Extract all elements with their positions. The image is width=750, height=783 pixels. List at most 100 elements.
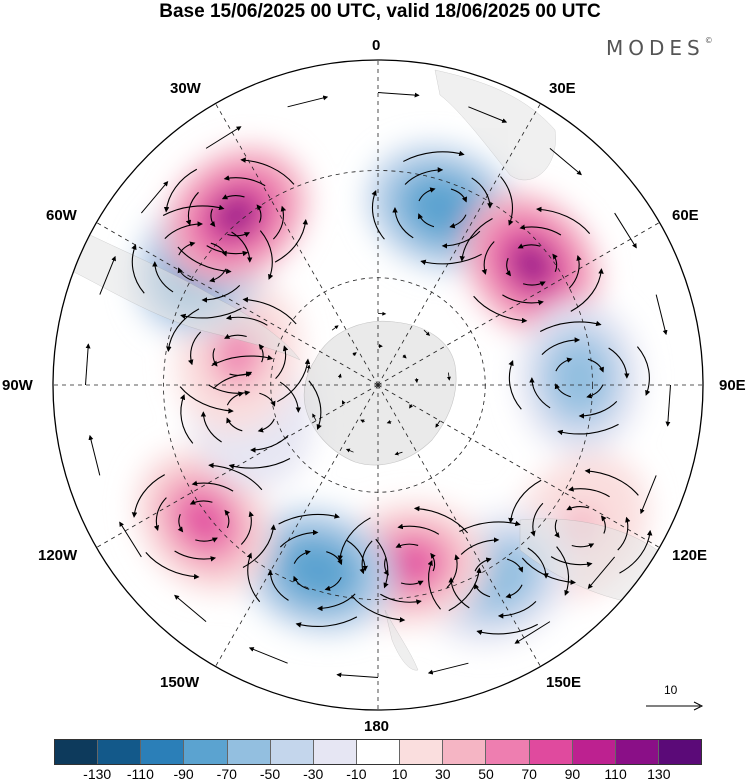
- wind-streamline: [227, 232, 251, 238]
- lon-label-30w: 30W: [170, 80, 201, 97]
- wind-streamline: [608, 347, 630, 379]
- wind-streamline: [530, 502, 544, 537]
- modes-logo: MODES©: [606, 36, 713, 60]
- wind-streamline: [174, 594, 207, 623]
- wind-vector: [331, 325, 339, 331]
- wind-streamline: [88, 434, 101, 476]
- colorbar-ticks: -130 -110 -90 -70 -50 -30 -10 10 30 50 70 90 110 130: [54, 766, 702, 783]
- wind-streamline: [189, 499, 213, 505]
- wind-streamline: [665, 384, 671, 427]
- wind-streamline: [413, 505, 469, 534]
- lon-label-180: 180: [364, 718, 390, 735]
- colorbar-tick-label: 50: [478, 766, 494, 782]
- wind-streamline: [517, 243, 541, 249]
- wind-streamline: [205, 126, 242, 149]
- wind-streamline: [417, 213, 435, 228]
- wind-streamline: [448, 577, 470, 609]
- colorbar-tick-label: -90: [173, 766, 194, 782]
- south-america-landmass: [69, 229, 301, 361]
- anomaly-contour: [562, 356, 597, 400]
- colorbar-swatch: [227, 740, 271, 764]
- wind-streamline: [85, 343, 91, 386]
- wind-streamline: [446, 554, 460, 589]
- wind-streamline: [185, 191, 199, 226]
- wind-streamline: [223, 175, 266, 187]
- wind-streamline: [240, 511, 254, 545]
- wind-streamline: [400, 580, 424, 586]
- wind-vector: [446, 372, 451, 381]
- meridian-line: [96, 384, 379, 548]
- meridian-line: [215, 384, 379, 667]
- wind-streamline: [549, 147, 582, 176]
- wind-streamline: [568, 486, 610, 498]
- wind-streamline: [584, 468, 639, 496]
- colorbar-tick-label: 10: [391, 766, 408, 782]
- wind-streamline: [275, 345, 289, 380]
- wind-streamline: [246, 552, 261, 603]
- wind-streamline: [529, 377, 551, 409]
- wind-streamline: [180, 307, 242, 320]
- wind-streamline: [256, 204, 263, 223]
- wind-streamline: [201, 284, 241, 303]
- wind-streamline: [397, 523, 440, 535]
- colorbar-swatch: [313, 740, 357, 764]
- wind-streamline: [279, 381, 302, 413]
- wind-streamline: [162, 204, 225, 217]
- wind-streamline: [337, 517, 371, 562]
- polar-map: [52, 59, 704, 711]
- wind-vector: [423, 329, 431, 336]
- wind-streamline: [326, 551, 343, 566]
- colorbar-tick-label: -70: [216, 766, 237, 782]
- wind-streamline: [208, 462, 263, 491]
- wind-streamline: [514, 621, 551, 644]
- wind-streamline: [481, 241, 495, 275]
- colorbar-tick-label: 110: [604, 766, 627, 782]
- meridian-line: [377, 103, 541, 386]
- wind-streamline: [395, 542, 419, 548]
- wind-streamline: [131, 244, 145, 294]
- lon-label-60w: 60W: [46, 207, 77, 224]
- wind-vector: [306, 364, 311, 373]
- wind-streamline: [145, 552, 200, 580]
- wind-streamline: [188, 331, 202, 366]
- wind-streamline: [587, 556, 616, 589]
- meridian-line: [377, 384, 541, 667]
- wind-streamline: [211, 348, 218, 367]
- colorbar-swatch: [658, 740, 702, 764]
- new-zealand-landmass: [384, 609, 419, 671]
- wind-streamline: [224, 333, 247, 339]
- wind-streamline: [209, 268, 227, 283]
- wind-vector: [386, 419, 392, 424]
- wind-streamline: [248, 647, 288, 664]
- wind-streamline: [153, 497, 167, 532]
- anomaly-contour: [421, 189, 464, 226]
- wind-streamline: [177, 246, 232, 275]
- meridian-line: [96, 222, 379, 386]
- map-title: Base 15/06/2025 00 UTC, valid 18/06/2025…: [159, 1, 601, 22]
- wind-streamline: [178, 241, 196, 256]
- wind-streamline: [380, 593, 422, 605]
- colorbar-tick-label: 130: [647, 766, 671, 782]
- wind-streamline: [225, 314, 268, 326]
- wind-streamline: [450, 188, 468, 203]
- wind-streamline: [571, 543, 595, 549]
- wind-streamline: [371, 189, 385, 240]
- meridian-line: [377, 222, 660, 386]
- wind-streamline: [403, 150, 465, 162]
- wind-vector: [394, 451, 403, 456]
- wind-streamline: [554, 383, 571, 398]
- wind-streamline: [476, 623, 538, 636]
- wind-streamline: [619, 529, 653, 574]
- brand-mark: ©: [704, 36, 713, 45]
- colorbar-swatch: [486, 740, 530, 764]
- wind-streamline: [430, 552, 436, 572]
- wind-vector: [402, 354, 407, 359]
- wind-vector: [352, 352, 357, 357]
- wind-streamline: [166, 308, 200, 353]
- wind-streamline: [231, 231, 253, 263]
- wind-streamline: [441, 230, 481, 249]
- wind-streamline: [555, 357, 573, 372]
- wind-streamline: [535, 206, 591, 234]
- wind-streamline: [554, 519, 560, 539]
- wind-streamline: [177, 267, 194, 282]
